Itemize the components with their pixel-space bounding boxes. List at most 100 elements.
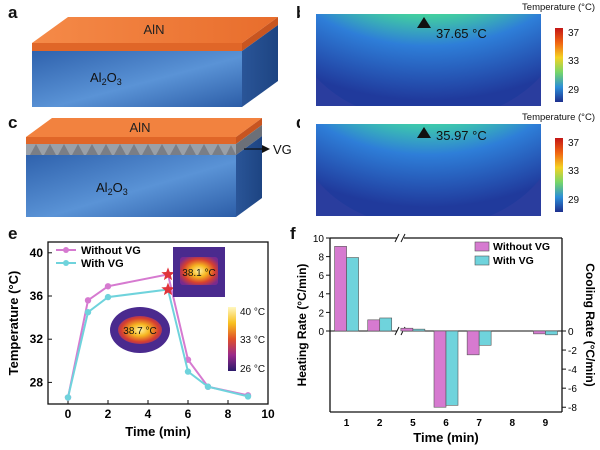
legend-label: With VG	[493, 255, 534, 267]
cooling-bar	[478, 330, 492, 346]
scale-tick: 33	[568, 56, 580, 67]
panel-e-line-chart: 0 2 4 6 8 10 28 32 36 40 Time (min) Temperature (°C…	[6, 241, 275, 439]
ir-colorbar	[228, 307, 236, 371]
panel-label-a: a	[8, 3, 18, 22]
left-axis-label: Heating Rate (°C/min)	[295, 264, 309, 387]
peak-temperature: 37.65 °C	[436, 26, 487, 41]
al2o3-label: Al2O3	[90, 70, 122, 87]
heating-bar	[412, 328, 426, 332]
x-tick-label: 7	[476, 418, 482, 429]
scale-tick: 29	[568, 85, 580, 96]
right-axis-label: Cooling Rate (°C/min)	[583, 263, 597, 386]
x-tick-label: 10	[261, 407, 275, 421]
y-tick-label: 40	[30, 246, 44, 260]
aln-label: AlN	[130, 120, 151, 135]
left-tick-label: 2	[318, 308, 324, 319]
data-point	[184, 368, 192, 375]
x-tick-label: 0	[65, 407, 72, 421]
cooling-bar	[533, 330, 546, 335]
data-point	[104, 293, 112, 301]
al2o3-substrate-front	[32, 51, 242, 107]
scale-tick: 37	[568, 28, 580, 39]
scale-tick: 33	[568, 166, 580, 177]
temperature-colorbar	[555, 138, 563, 212]
star-marker-icon	[161, 282, 175, 296]
legend-marker	[63, 247, 69, 253]
x-axis-label: Time (min)	[413, 430, 479, 445]
data-point	[204, 383, 212, 390]
x-tick-label: 6	[443, 418, 449, 429]
legend-swatch	[474, 241, 490, 252]
y-tick-label: 36	[30, 289, 44, 303]
cooling-bar	[466, 330, 480, 356]
heating-bar	[346, 257, 359, 332]
x-axis-label: Time (min)	[125, 424, 191, 439]
aln-layer-top	[32, 17, 278, 43]
legend-label: With VG	[81, 258, 124, 270]
peak-marker-icon	[417, 127, 431, 138]
ir-scale-tick: 26 °C	[240, 364, 265, 375]
x-tick-label: 8	[510, 418, 516, 429]
x-tick-label: 1	[344, 418, 350, 429]
legend-marker	[63, 260, 69, 266]
left-tick-label: 4	[318, 290, 324, 301]
aln-layer-top	[26, 118, 262, 137]
scale-tick: 29	[568, 195, 580, 206]
panel-label-c: c	[8, 113, 18, 132]
panel-d-thermal-map: 35.97 °C Temperature (°C) 37 33 29	[300, 110, 600, 222]
x-tick-label: 2	[105, 407, 112, 421]
right-tick-label: -6	[568, 384, 577, 395]
legend-label: Without VG	[81, 245, 141, 257]
right-tick-label: -2	[568, 346, 577, 357]
temperature-scale-title: Temperature (°C)	[522, 112, 595, 123]
x-tick-label: 9	[543, 418, 549, 429]
aln-label: AlN	[144, 22, 165, 37]
aln-layer-front	[26, 137, 236, 144]
x-tick-label: 5	[410, 418, 416, 429]
temperature-scale-title: Temperature (°C)	[522, 2, 595, 13]
plot-frame	[47, 241, 269, 405]
vg-layer	[26, 144, 236, 155]
y-tick-label: 32	[30, 332, 44, 346]
data-point	[84, 297, 92, 304]
right-tick-label: -4	[568, 365, 577, 376]
temperature-colorbar	[555, 28, 563, 102]
al2o3-substrate-side	[242, 25, 278, 107]
x-tick-label: 2	[377, 418, 383, 429]
heat-spot	[300, 0, 566, 112]
legend-label: Without VG	[493, 241, 550, 253]
heating-bar	[400, 327, 414, 332]
star-marker-icon	[161, 267, 175, 281]
ir-inset-with-vg-temp: 38.1 °C	[182, 268, 215, 279]
panel-f-bar-chart: 0 2 4 6 8 10 0 -2 -4 -6 -8 1 2 5 6 7 8 9 Time (min) Heating…	[295, 233, 597, 445]
cooling-bar	[433, 330, 447, 408]
cooling-bar	[445, 330, 459, 406]
panel-a-block-illustration: AlN Al2O3	[32, 17, 278, 107]
al2o3-label: Al2O3	[96, 180, 128, 197]
aln-layer-front	[32, 43, 242, 51]
panel-label-e: e	[8, 224, 18, 243]
right-tick-label: 0	[568, 327, 574, 338]
ir-scale-tick: 33 °C	[240, 335, 265, 346]
vg-label: VG	[273, 142, 292, 157]
data-point	[244, 393, 252, 400]
scale-tick: 37	[568, 138, 580, 149]
heating-bar	[379, 317, 393, 332]
left-tick-label: 0	[318, 327, 324, 338]
heating-bar	[367, 319, 381, 332]
legend-swatch	[474, 255, 490, 266]
left-tick-label: 8	[318, 253, 324, 264]
data-point	[104, 283, 112, 290]
al2o3-substrate-front	[26, 155, 236, 217]
y-tick-label: 28	[30, 375, 44, 389]
panel-c-block-illustration: AlN Al2O3 VG	[26, 118, 292, 217]
heating-bar	[334, 246, 347, 332]
right-tick-label: -8	[568, 403, 577, 414]
panel-label-f: f	[290, 224, 296, 243]
ir-scale-tick: 40 °C	[240, 307, 265, 318]
left-tick-label: 10	[313, 234, 325, 245]
cooling-bar	[545, 330, 558, 336]
data-point	[64, 394, 72, 401]
panel-b-thermal-map: 37.65 °C Temperature (°C) 37 33 29	[300, 0, 600, 112]
left-tick-label: 6	[318, 271, 324, 282]
